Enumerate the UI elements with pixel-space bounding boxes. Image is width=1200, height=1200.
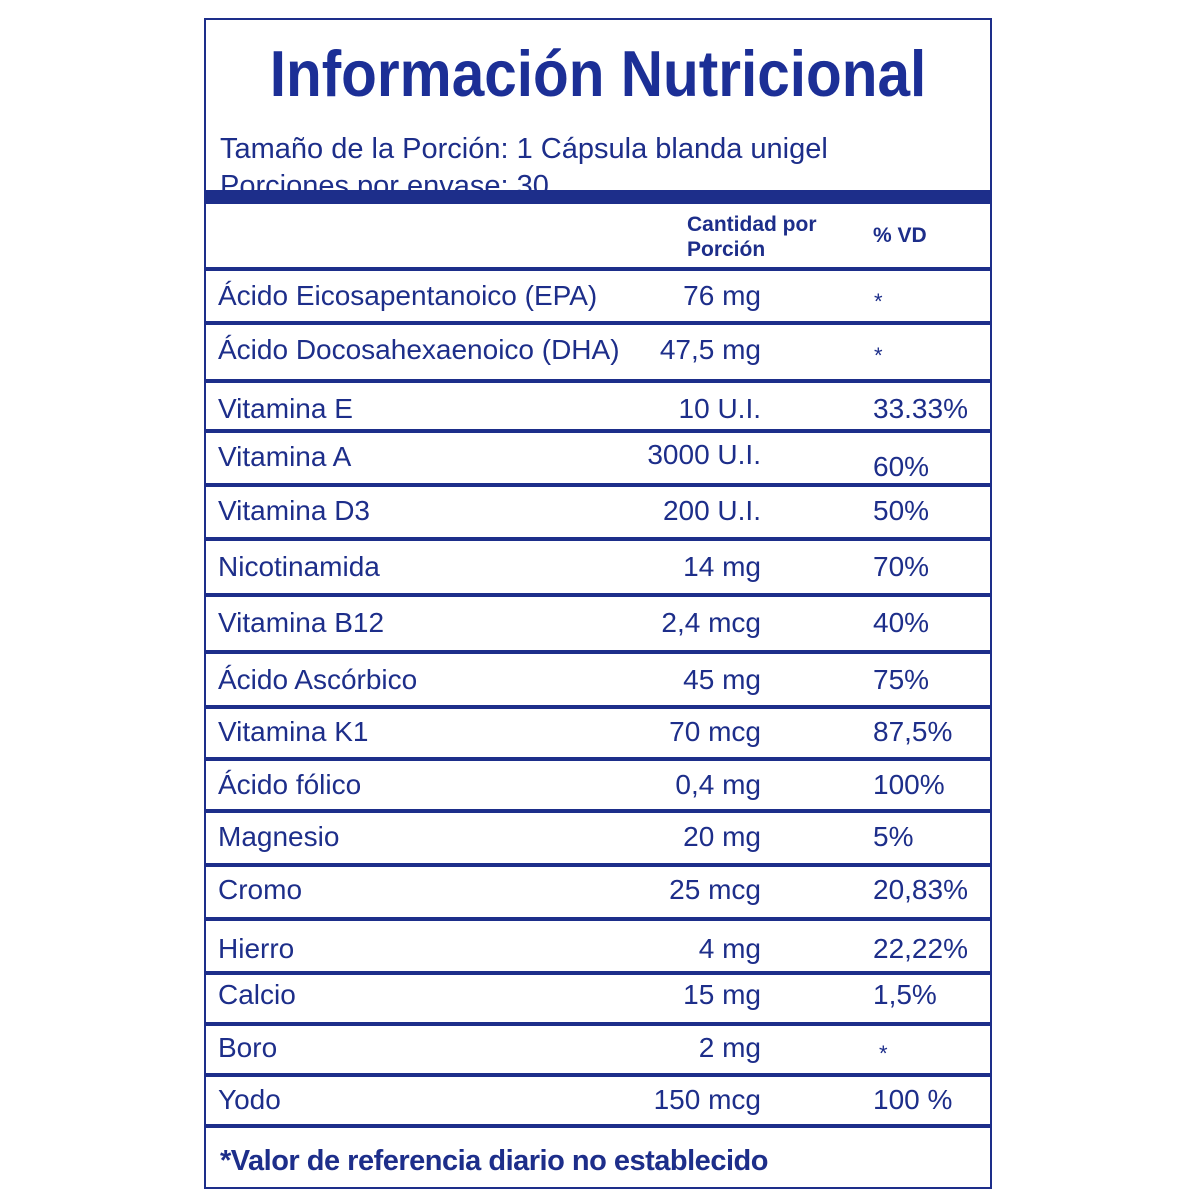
row-divider	[206, 1073, 990, 1077]
dv-header: % VD	[873, 224, 927, 247]
row-divider	[206, 809, 990, 813]
row-divider	[206, 537, 990, 541]
row-divider	[206, 429, 990, 433]
amount-header-line1: Cantidad por	[687, 213, 817, 236]
nutrient-name: Ácido Eicosapentanoico (EPA)	[218, 280, 598, 311]
nutrient-dv: *	[874, 343, 883, 368]
nutrient-amount: 45 mg	[683, 664, 761, 695]
nutrient-amount: 200 U.I.	[662, 495, 761, 526]
nutrient-dv: 5%	[873, 821, 914, 852]
nutrient-dv: 60%	[873, 451, 930, 482]
nutrient-dv: *	[874, 289, 883, 314]
nutrient-amount: 20 mg	[683, 821, 761, 852]
row-divider	[206, 971, 990, 975]
nutrient-amount: 10 U.I.	[678, 393, 761, 424]
nutrient-name: Nicotinamida	[218, 551, 380, 582]
nutrient-amount: 4 mg	[698, 933, 761, 964]
row-divider	[206, 267, 990, 271]
row-divider	[206, 379, 990, 383]
nutrient-dv: *	[879, 1041, 888, 1066]
nutrient-dv: 100%	[873, 769, 945, 800]
nutrient-amount: 2 mg	[698, 1032, 761, 1063]
serving-size: Tamaño de la Porción: 1 Cápsula blanda u…	[220, 133, 828, 165]
nutrient-name: Cromo	[218, 874, 303, 905]
row-divider	[206, 917, 990, 921]
nutrient-amount: 70 mcg	[669, 716, 761, 747]
row-divider	[206, 757, 990, 761]
nutrient-name: Vitamina E	[218, 393, 353, 424]
row-divider	[206, 650, 990, 654]
nutrient-amount: 76 mg	[683, 280, 761, 311]
row-divider	[206, 863, 990, 867]
nutrient-name: Boro	[218, 1032, 278, 1063]
nutrient-name: Ácido Docosahexaenoico (DHA)	[218, 334, 620, 365]
panel-title: Información Nutricional	[269, 37, 927, 110]
nutrient-dv: 50%	[873, 495, 930, 526]
nutrient-amount: 14 mg	[683, 551, 761, 582]
nutrient-dv: 100 %	[873, 1084, 953, 1115]
nutrient-amount: 15 mg	[683, 979, 761, 1010]
nutrient-dv: 40%	[873, 607, 930, 638]
nutrient-name: Calcio	[218, 979, 296, 1010]
footnote: *Valor de referencia diario no estableci…	[220, 1145, 768, 1177]
nutrient-name: Magnesio	[218, 821, 340, 852]
nutrient-amount: 47,5 mg	[659, 334, 761, 365]
nutrient-amount: 0,4 mg	[675, 769, 761, 800]
nutrient-dv: 1,5%	[873, 979, 937, 1010]
nutrient-name: Yodo	[218, 1084, 281, 1115]
amount-header: Cantidad por Porción	[687, 212, 817, 262]
nutrient-dv: 87,5%	[873, 716, 953, 747]
row-divider	[206, 705, 990, 709]
nutrient-dv: 20,83%	[873, 874, 968, 905]
nutrient-name: Ácido Ascórbico	[218, 664, 418, 695]
nutrient-dv: 33.33%	[873, 393, 968, 424]
amount-header-line2: Porción	[687, 238, 766, 261]
nutrient-name: Vitamina A	[218, 441, 352, 472]
row-divider	[206, 593, 990, 597]
nutrient-name: Ácido fólico	[218, 769, 362, 800]
nutrient-name: Vitamina D3	[218, 495, 371, 526]
row-divider	[206, 483, 990, 487]
nutrient-amount: 2,4 mcg	[661, 607, 761, 638]
nutrient-dv: 22,22%	[873, 933, 968, 964]
nutrient-name: Vitamina B12	[218, 607, 385, 638]
nutrient-amount: 25 mcg	[669, 874, 761, 905]
nutrient-name: Vitamina K1	[218, 716, 369, 747]
row-divider	[206, 1022, 990, 1026]
nutrient-dv: 70%	[873, 551, 930, 582]
row-divider	[206, 1124, 990, 1128]
nutrient-amount: 150 mcg	[653, 1084, 761, 1115]
nutrition-facts-panel: Información Nutricional Tamaño de la Por…	[204, 18, 992, 1189]
thick-divider	[206, 190, 990, 204]
row-divider	[206, 321, 990, 325]
nutrient-amount: 3000 U.I.	[647, 439, 761, 470]
nutrient-name: Hierro	[218, 933, 295, 964]
nutrient-dv: 75%	[873, 664, 930, 695]
